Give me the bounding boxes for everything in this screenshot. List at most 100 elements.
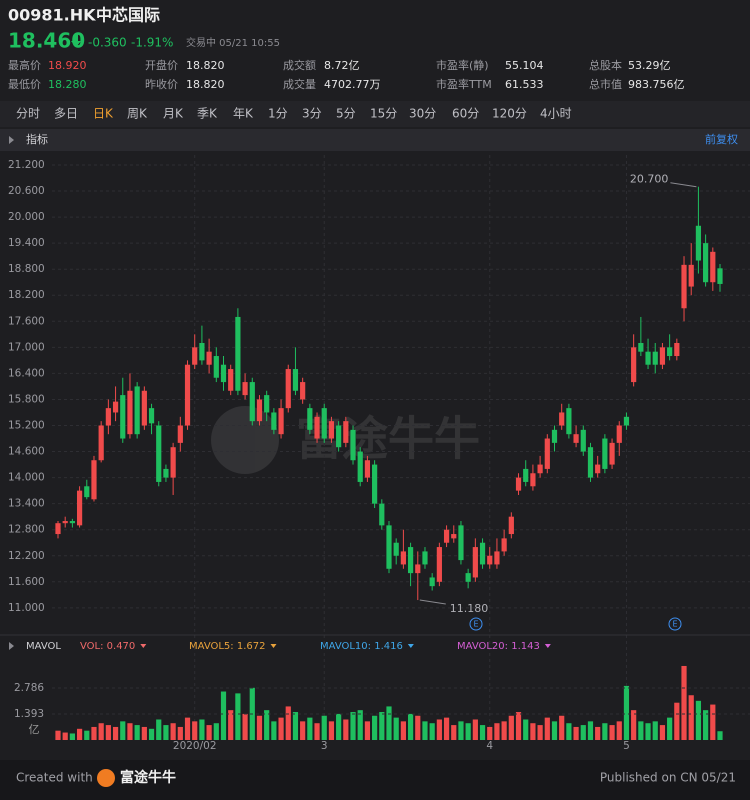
stat-value: 983.756亿 bbox=[628, 78, 685, 91]
volume-bar bbox=[55, 730, 61, 740]
volume-bar bbox=[242, 713, 248, 740]
candle-body bbox=[300, 382, 306, 400]
collapse-icon[interactable] bbox=[9, 642, 14, 650]
candle-body bbox=[443, 529, 450, 543]
tab[interactable]: 季K bbox=[197, 107, 218, 121]
candle-body bbox=[242, 382, 248, 396]
candle-body bbox=[170, 447, 176, 478]
collapse-icon[interactable] bbox=[9, 136, 14, 144]
volume-bar bbox=[559, 715, 565, 740]
tab[interactable]: 4小时 bbox=[540, 107, 572, 121]
legend-toggle[interactable] bbox=[270, 644, 277, 648]
candle-body bbox=[595, 464, 601, 474]
candle-body bbox=[220, 364, 227, 383]
legend-toggle[interactable] bbox=[407, 644, 414, 648]
stat-label: 总市值 bbox=[589, 77, 622, 91]
candle-body bbox=[127, 390, 133, 435]
candle-body bbox=[148, 408, 155, 424]
adjust[interactable]: 前复权 bbox=[705, 132, 738, 146]
candle-body bbox=[688, 264, 694, 287]
legend-toggle[interactable] bbox=[140, 644, 147, 648]
legend-entry: MAVOL5: 1.672 bbox=[189, 641, 265, 652]
volume-bar bbox=[530, 723, 536, 740]
volume-bar bbox=[631, 710, 637, 740]
volume-bar bbox=[602, 723, 608, 740]
tab[interactable]: 月K bbox=[163, 107, 184, 121]
published: Published on CN 05/21 bbox=[600, 771, 736, 785]
event-label: E bbox=[672, 620, 677, 629]
candle-body bbox=[278, 408, 284, 435]
event-marker[interactable] bbox=[668, 617, 682, 631]
candle-body bbox=[386, 525, 392, 569]
candle-body bbox=[256, 399, 263, 422]
y-tick-label: 15.800 bbox=[8, 393, 45, 405]
candle-body bbox=[717, 268, 723, 284]
volume-bar bbox=[300, 721, 306, 740]
tab[interactable]: 3分 bbox=[302, 107, 322, 121]
y-tick-label: 11.000 bbox=[8, 602, 45, 614]
tab[interactable]: 日K bbox=[93, 107, 114, 121]
tab[interactable]: 年K bbox=[233, 107, 254, 121]
stat-label: 昨收价 bbox=[145, 77, 178, 91]
volume-unit: 亿 bbox=[29, 723, 40, 736]
tab[interactable]: 120分 bbox=[492, 107, 527, 121]
volume-bar bbox=[487, 726, 493, 740]
candle-body bbox=[199, 343, 205, 361]
candle-body bbox=[184, 364, 191, 426]
candle-body bbox=[120, 395, 126, 439]
candle-body bbox=[357, 451, 363, 482]
candle-body bbox=[551, 429, 558, 443]
tab[interactable]: 60分 bbox=[452, 107, 479, 121]
candle-body bbox=[645, 351, 651, 365]
candle-body bbox=[62, 521, 68, 524]
tab[interactable]: 30分 bbox=[409, 107, 436, 121]
stat-value: 53.29亿 bbox=[628, 59, 671, 72]
volume-bar bbox=[379, 712, 385, 740]
volume-bar bbox=[256, 715, 263, 740]
volume-bar bbox=[458, 721, 464, 740]
candle-body bbox=[703, 243, 709, 283]
volume-bar bbox=[105, 725, 111, 740]
volume-bar bbox=[112, 726, 119, 740]
stat-value: 4702.77万 bbox=[324, 78, 381, 91]
volume-bar bbox=[472, 719, 478, 740]
candle-body bbox=[494, 551, 500, 565]
volume-bar bbox=[386, 706, 392, 740]
volume-bar bbox=[717, 731, 723, 740]
candle-body bbox=[544, 438, 550, 469]
volume-bar bbox=[350, 712, 356, 740]
volume-bar bbox=[120, 721, 126, 740]
candle-body bbox=[667, 347, 673, 357]
candle-body bbox=[264, 395, 270, 413]
y-tick-label: 2.786 bbox=[14, 682, 44, 694]
candle-body bbox=[55, 523, 61, 535]
candle-body bbox=[407, 547, 414, 574]
x-tick-label: 2020/02 bbox=[173, 740, 217, 752]
tab[interactable]: 周K bbox=[127, 107, 148, 121]
plot: 21.200 20.600 20.000 19.400 18.800 18.200 17.6… bbox=[8, 155, 750, 752]
volume-title: MAVOL bbox=[26, 641, 61, 652]
candle-body bbox=[559, 412, 565, 426]
tab[interactable]: 多日 bbox=[54, 107, 78, 121]
candle-body bbox=[422, 551, 428, 565]
indicator[interactable]: 指标 bbox=[26, 132, 48, 146]
event-label: E bbox=[473, 620, 478, 629]
tab[interactable]: 分时 bbox=[16, 107, 40, 121]
tab[interactable]: 1分 bbox=[268, 107, 288, 121]
legend-toggle[interactable] bbox=[544, 644, 551, 648]
volume-bar bbox=[393, 717, 399, 740]
volume-bar bbox=[156, 719, 162, 740]
tab[interactable]: 15分 bbox=[370, 107, 397, 121]
candle-body bbox=[710, 251, 716, 283]
stat-label: 市盈率TTM bbox=[436, 77, 492, 91]
stat-value: 18.820 bbox=[186, 59, 225, 72]
volume-bar bbox=[372, 715, 378, 740]
candle-body bbox=[573, 434, 579, 443]
tab[interactable]: 5分 bbox=[336, 107, 356, 121]
event-marker[interactable] bbox=[469, 617, 483, 631]
stat-value: 55.104 bbox=[505, 59, 544, 72]
y-tick-label: 14.600 bbox=[8, 446, 45, 458]
candle-body bbox=[659, 347, 666, 365]
candle-body bbox=[213, 356, 219, 378]
candle-body bbox=[451, 534, 457, 539]
